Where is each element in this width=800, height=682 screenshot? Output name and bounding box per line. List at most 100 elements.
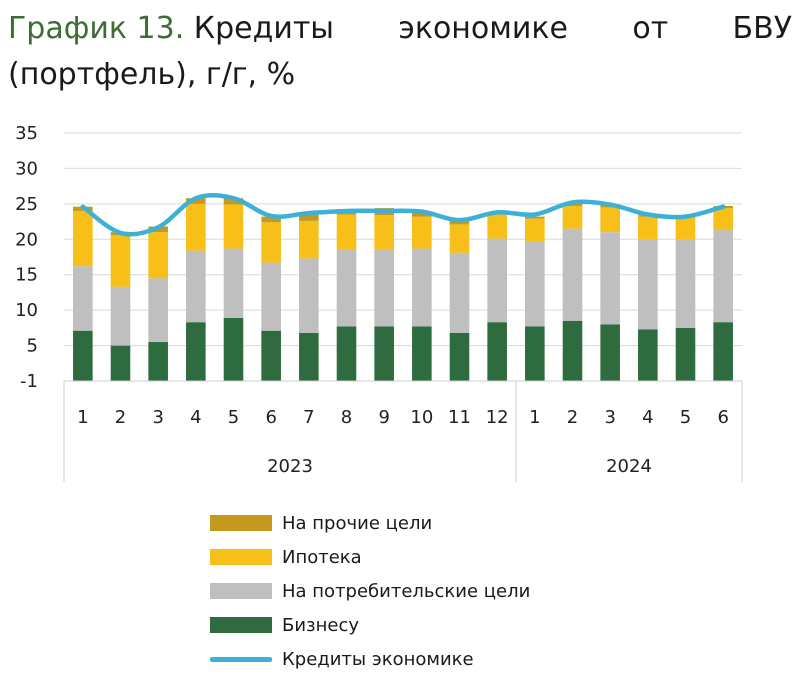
bar-segment bbox=[487, 238, 507, 323]
bar-segment bbox=[223, 317, 244, 381]
x-tick-label: 10 bbox=[410, 407, 433, 428]
bar-segment bbox=[412, 212, 432, 217]
bar-segment bbox=[412, 248, 432, 327]
title-word-2: экономике bbox=[398, 11, 568, 46]
bar-segment bbox=[449, 224, 470, 253]
bar-segment bbox=[73, 330, 93, 381]
bar-segment bbox=[223, 198, 244, 205]
legend-item-consumer: На потребительские цели bbox=[210, 574, 530, 608]
x-tick-label: 3 bbox=[604, 407, 615, 428]
legend-label-consumer: На потребительские цели bbox=[282, 580, 531, 602]
bar-segment bbox=[675, 239, 696, 328]
bar-segment bbox=[148, 232, 168, 279]
bar-segment bbox=[261, 330, 281, 381]
bar-segment bbox=[713, 322, 733, 381]
legend-swatch-consumer bbox=[210, 583, 272, 599]
bar-segment bbox=[638, 329, 658, 381]
bar-segment bbox=[148, 342, 168, 381]
bar-segment bbox=[148, 278, 168, 343]
title-word-4: БВУ bbox=[732, 11, 792, 46]
bar-segment bbox=[562, 320, 583, 381]
legend-item-mortgage: Ипотека bbox=[210, 540, 530, 574]
bar-segment bbox=[374, 249, 394, 327]
x-tick-label: 6 bbox=[717, 407, 728, 428]
chart-title: График 13. Кредиты экономике от БВУ (пор… bbox=[8, 6, 792, 98]
bar-segment bbox=[562, 203, 583, 206]
bar-segment bbox=[600, 232, 620, 325]
bar-segment bbox=[336, 249, 357, 327]
x-tick-label: 2 bbox=[567, 407, 578, 428]
x-tick-label: 9 bbox=[378, 407, 389, 428]
x-tick-label: 11 bbox=[448, 407, 471, 428]
bar-segment bbox=[449, 252, 470, 333]
bar-segment bbox=[299, 332, 319, 381]
year-label: 2023 bbox=[267, 456, 313, 477]
x-tick-label: 4 bbox=[190, 407, 201, 428]
legend-label-mortgage: Ипотека bbox=[282, 546, 362, 568]
bar-segment bbox=[525, 326, 545, 381]
bar-segment bbox=[487, 322, 507, 381]
legend-label-business: Бизнесу bbox=[282, 614, 360, 636]
bar-segment bbox=[562, 228, 583, 321]
bar-segment bbox=[336, 326, 357, 381]
x-tick-label: 12 bbox=[486, 407, 509, 428]
bar-segment bbox=[487, 213, 507, 239]
x-tick-label: 1 bbox=[77, 407, 88, 428]
x-tick-label: 6 bbox=[265, 407, 276, 428]
bar-segment bbox=[600, 207, 620, 233]
y-tick-label: 25 bbox=[15, 194, 38, 215]
bar-segment bbox=[675, 217, 696, 240]
x-tick-label: 1 bbox=[529, 407, 540, 428]
bar-segment bbox=[73, 210, 93, 267]
bar-segment bbox=[600, 324, 620, 381]
bar-segment bbox=[449, 332, 470, 381]
x-tick-label: 2 bbox=[115, 407, 126, 428]
bar-segment bbox=[73, 266, 93, 331]
bar-segment bbox=[110, 345, 131, 381]
bar-segment bbox=[525, 218, 545, 242]
bar-segment bbox=[412, 326, 432, 381]
y-tick-label: 10 bbox=[15, 300, 38, 321]
bar-segment bbox=[638, 239, 658, 330]
bar-segment bbox=[562, 205, 583, 229]
legend-item-total-line: Кредиты экономике bbox=[210, 642, 530, 676]
y-tick-label: -1 bbox=[20, 371, 38, 392]
bar-segment bbox=[110, 235, 131, 287]
bar-segment bbox=[186, 203, 206, 251]
legend-swatch-mortgage bbox=[210, 549, 272, 565]
title-word-1: Кредиты bbox=[193, 11, 334, 46]
y-tick-label: 30 bbox=[15, 158, 38, 179]
y-tick-label: 35 bbox=[15, 123, 38, 144]
bar-segment bbox=[261, 262, 281, 331]
title-word-3: от bbox=[632, 11, 669, 46]
year-label: 2024 bbox=[606, 456, 652, 477]
bar-segment bbox=[299, 258, 319, 333]
x-tick-label: 4 bbox=[642, 407, 653, 428]
legend-swatch-other bbox=[210, 515, 272, 531]
y-tick-label: 15 bbox=[15, 265, 38, 286]
y-tick-label: 5 bbox=[27, 336, 38, 357]
bar-segment bbox=[223, 248, 244, 318]
bar-segment bbox=[261, 216, 281, 223]
legend-item-business: Бизнесу bbox=[210, 608, 530, 642]
bar-segment bbox=[299, 220, 319, 259]
bar-segment bbox=[374, 326, 394, 381]
bar-segment bbox=[110, 286, 131, 346]
legend-item-other: На прочие цели bbox=[210, 506, 530, 540]
x-tick-label: 3 bbox=[152, 407, 163, 428]
title-line-2: (портфель), г/г, % bbox=[8, 57, 296, 92]
bar-segment bbox=[525, 216, 545, 219]
legend-label-other: На прочие цели bbox=[282, 512, 433, 534]
bar-segment bbox=[186, 250, 206, 323]
legend: На прочие цели Ипотека На потребительски… bbox=[210, 506, 530, 676]
legend-label-total-line: Кредиты экономике bbox=[282, 648, 474, 670]
x-tick-label: 7 bbox=[303, 407, 314, 428]
bar-segment bbox=[525, 241, 545, 327]
bar-segment bbox=[638, 216, 658, 240]
legend-swatch-total-line bbox=[210, 656, 272, 662]
bar-segment bbox=[261, 222, 281, 263]
bar-segment bbox=[186, 322, 206, 381]
x-tick-label: 8 bbox=[341, 407, 352, 428]
bar-segment bbox=[675, 327, 696, 381]
